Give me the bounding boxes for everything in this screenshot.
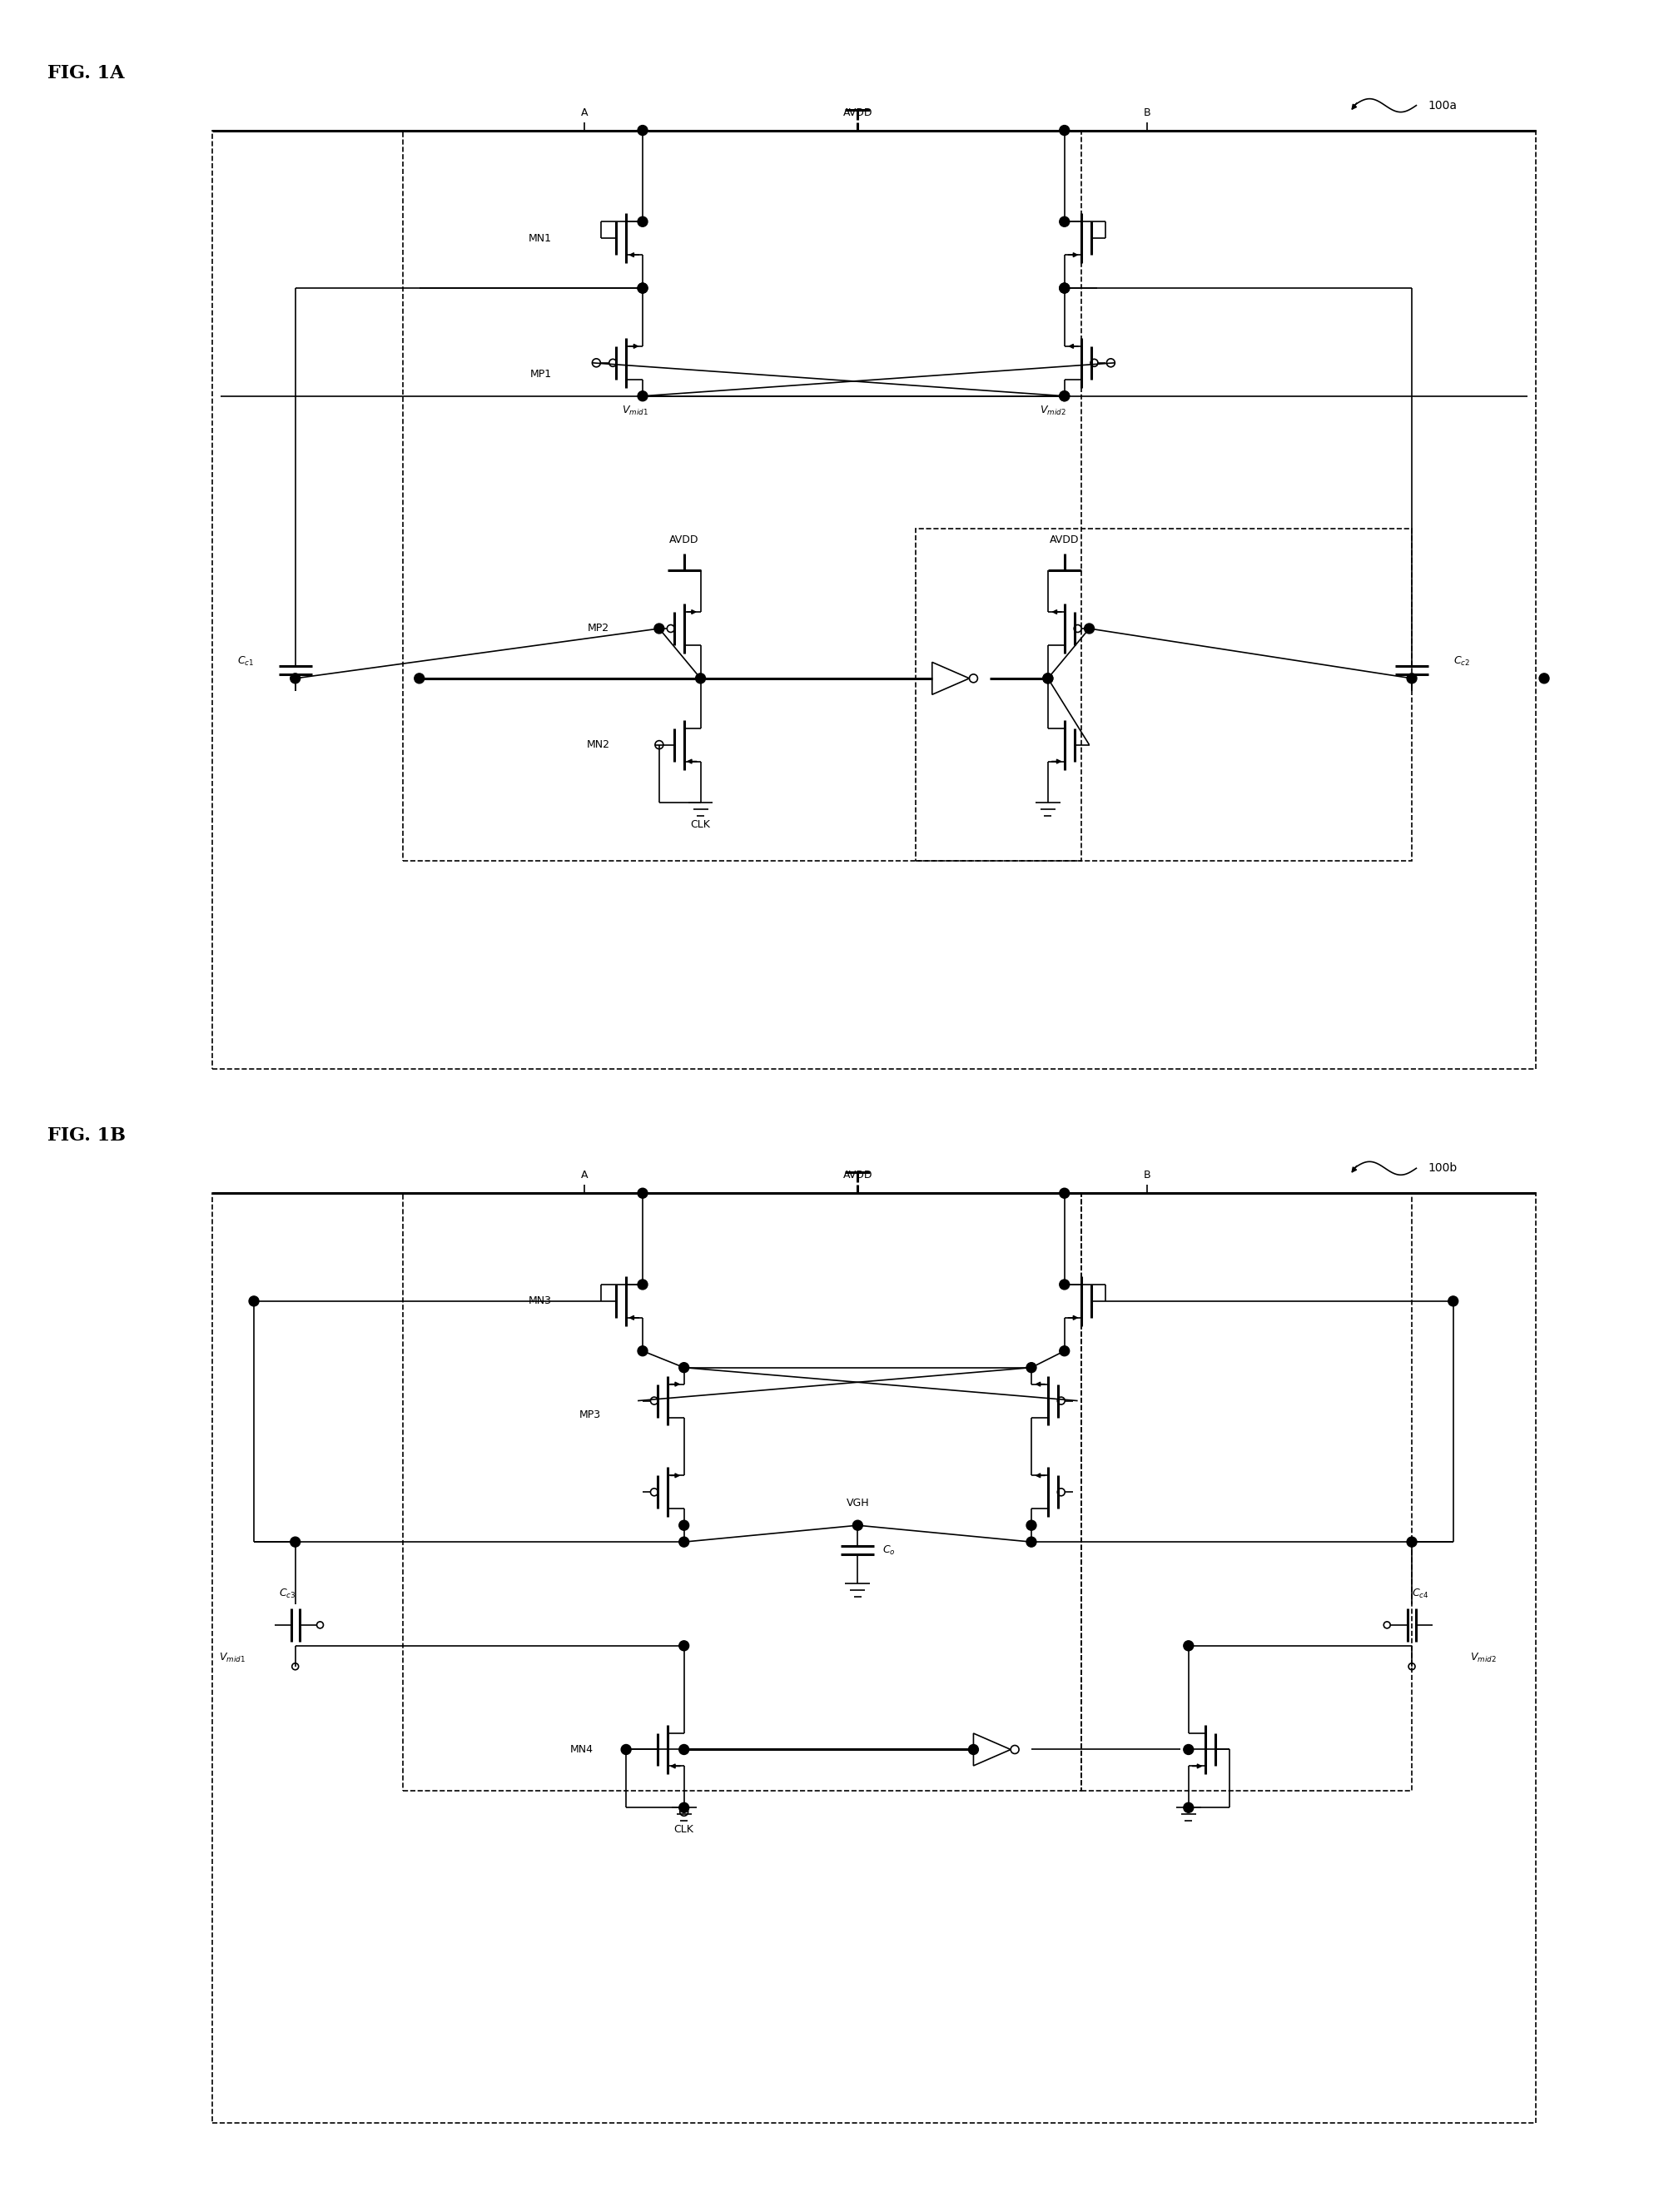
Circle shape bbox=[680, 1520, 690, 1531]
Circle shape bbox=[1043, 672, 1053, 684]
Circle shape bbox=[638, 283, 648, 292]
Text: $C_o$: $C_o$ bbox=[882, 1544, 896, 1557]
Text: $C_{c4}$: $C_{c4}$ bbox=[1411, 1588, 1428, 1599]
Circle shape bbox=[1060, 1345, 1070, 1356]
Circle shape bbox=[638, 126, 648, 135]
Circle shape bbox=[1184, 1641, 1194, 1650]
Circle shape bbox=[1060, 392, 1070, 400]
Text: $C_{c3}$: $C_{c3}$ bbox=[278, 1588, 296, 1599]
Circle shape bbox=[1406, 1537, 1416, 1546]
Circle shape bbox=[1406, 672, 1416, 684]
Circle shape bbox=[1060, 217, 1070, 226]
Text: AVDD: AVDD bbox=[1050, 535, 1080, 546]
Circle shape bbox=[1060, 283, 1070, 292]
Text: AVDD: AVDD bbox=[844, 106, 872, 117]
Circle shape bbox=[1026, 1520, 1036, 1531]
Text: MN1: MN1 bbox=[529, 232, 552, 243]
Circle shape bbox=[290, 672, 300, 684]
Text: $V_{mid1}$: $V_{mid1}$ bbox=[623, 405, 648, 416]
Circle shape bbox=[1026, 1363, 1036, 1371]
Circle shape bbox=[852, 1520, 862, 1531]
Text: $V_{mid2}$: $V_{mid2}$ bbox=[1040, 405, 1066, 416]
Text: FIG. 1B: FIG. 1B bbox=[47, 1126, 126, 1146]
Text: A: A bbox=[581, 106, 588, 117]
Bar bbox=[213, 131, 1535, 1068]
Text: MP1: MP1 bbox=[531, 369, 552, 380]
Circle shape bbox=[680, 1803, 690, 1812]
Text: B: B bbox=[1143, 1170, 1150, 1181]
Text: MP3: MP3 bbox=[579, 1409, 601, 1420]
Text: 100b: 100b bbox=[1428, 1164, 1458, 1175]
Circle shape bbox=[969, 1745, 978, 1754]
Bar bbox=[916, 529, 1411, 860]
Circle shape bbox=[290, 1537, 300, 1546]
Circle shape bbox=[696, 672, 705, 684]
Text: B: B bbox=[1143, 106, 1150, 117]
Circle shape bbox=[638, 1188, 648, 1199]
Text: CLK: CLK bbox=[675, 1825, 695, 1836]
Text: MN3: MN3 bbox=[529, 1296, 552, 1307]
Circle shape bbox=[415, 672, 424, 684]
Circle shape bbox=[1060, 1279, 1070, 1290]
Circle shape bbox=[621, 1745, 631, 1754]
Text: 100a: 100a bbox=[1428, 100, 1458, 111]
Circle shape bbox=[1060, 283, 1070, 292]
Circle shape bbox=[680, 1745, 690, 1754]
Circle shape bbox=[1448, 1296, 1458, 1305]
Bar bbox=[403, 131, 1081, 860]
Text: $V_{mid2}$: $V_{mid2}$ bbox=[1470, 1652, 1497, 1663]
Circle shape bbox=[680, 1363, 690, 1371]
Bar bbox=[213, 1192, 1535, 2124]
Circle shape bbox=[638, 392, 648, 400]
Text: MP2: MP2 bbox=[588, 624, 609, 635]
Circle shape bbox=[1085, 624, 1095, 633]
Circle shape bbox=[1026, 1537, 1036, 1546]
Text: VGH: VGH bbox=[845, 1498, 869, 1509]
Text: AVDD: AVDD bbox=[670, 535, 698, 546]
Circle shape bbox=[638, 1279, 648, 1290]
Circle shape bbox=[638, 217, 648, 226]
Circle shape bbox=[1060, 1188, 1070, 1199]
Circle shape bbox=[1184, 1745, 1194, 1754]
Text: $C_{c1}$: $C_{c1}$ bbox=[238, 655, 254, 668]
Circle shape bbox=[638, 1345, 648, 1356]
Circle shape bbox=[1060, 392, 1070, 400]
Text: CLK: CLK bbox=[691, 818, 710, 830]
Circle shape bbox=[638, 283, 648, 292]
Text: MN2: MN2 bbox=[586, 739, 609, 750]
Circle shape bbox=[680, 1641, 690, 1650]
Text: FIG. 1A: FIG. 1A bbox=[47, 64, 124, 82]
Bar bbox=[1081, 1192, 1411, 1792]
Text: AVDD: AVDD bbox=[844, 1170, 872, 1181]
Circle shape bbox=[1184, 1803, 1194, 1812]
Circle shape bbox=[1043, 672, 1053, 684]
Circle shape bbox=[249, 1296, 259, 1305]
Text: $V_{mid1}$: $V_{mid1}$ bbox=[219, 1652, 246, 1663]
Text: $C_{c2}$: $C_{c2}$ bbox=[1453, 655, 1470, 668]
Bar bbox=[403, 1192, 1081, 1792]
Circle shape bbox=[1538, 672, 1548, 684]
Circle shape bbox=[655, 624, 665, 633]
Circle shape bbox=[680, 1537, 690, 1546]
Circle shape bbox=[1060, 126, 1070, 135]
Text: MN4: MN4 bbox=[569, 1743, 593, 1754]
Text: A: A bbox=[581, 1170, 588, 1181]
